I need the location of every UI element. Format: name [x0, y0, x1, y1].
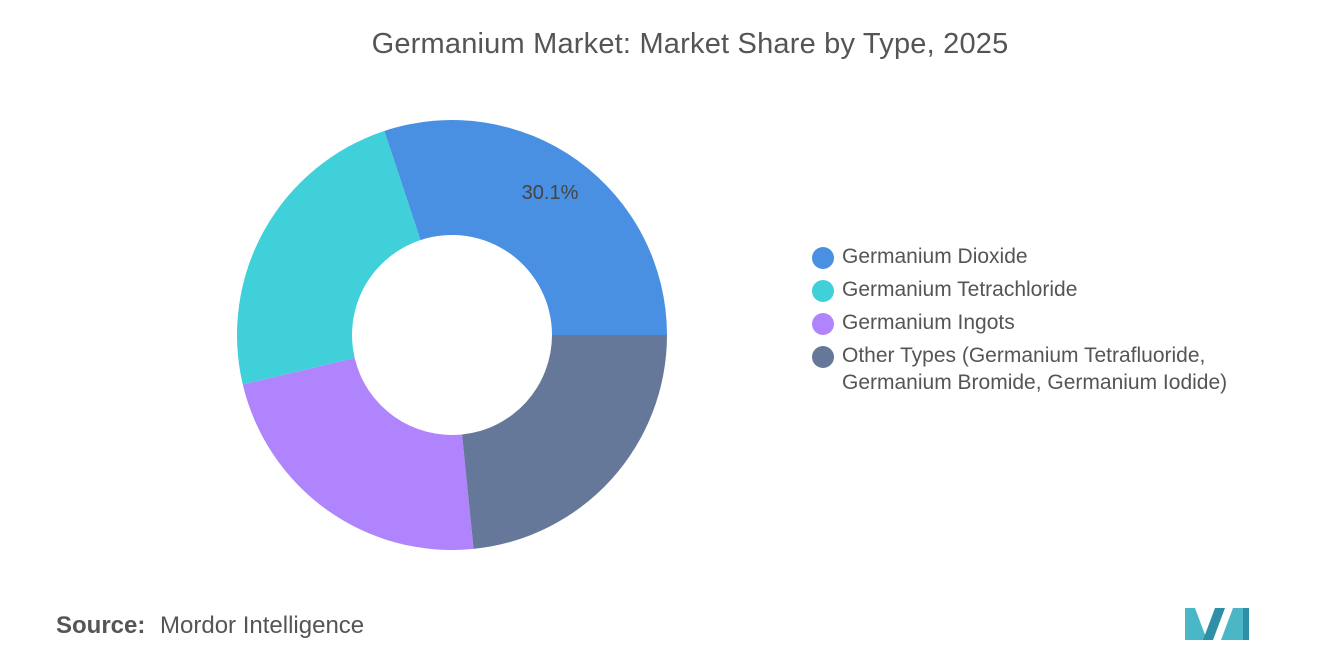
legend-item-other-types: Other Types (Germanium Tetrafluoride, Ger…: [812, 342, 1292, 396]
legend-label-germanium-dioxide: Germanium Dioxide: [842, 245, 1028, 268]
logo-shape-right: [1221, 608, 1243, 640]
donut-slice-germanium-tetrachloride: [236, 130, 421, 385]
legend-item-germanium-tetrachloride: Germanium Tetrachloride: [812, 276, 1292, 303]
donut-slice-germanium-dioxide: [384, 120, 667, 335]
logo-shape-left: [1185, 608, 1207, 640]
legend-swatch-germanium-tetrachloride: [812, 280, 834, 302]
donut-slice-germanium-ingots: [242, 358, 474, 550]
legend-item-germanium-ingots: Germanium Ingots: [812, 309, 1292, 336]
legend-label-other-types: Other Types (Germanium Tetrafluoride, Ger…: [842, 344, 1228, 394]
chart-title: Germanium Market: Market Share by Type, …: [371, 28, 1009, 60]
legend-label-germanium-ingots: Germanium Ingots: [842, 311, 1015, 334]
logo-shape-middle: [1203, 608, 1225, 640]
legend: Germanium Dioxide Germanium Tetrachlorid…: [812, 243, 1292, 402]
donut-slice-other-types: [462, 335, 667, 549]
legend-swatch-germanium-dioxide: [812, 247, 834, 269]
source-value: Mordor Intelligence: [160, 612, 365, 639]
legend-swatch-other-types: [812, 346, 834, 368]
source-label: Source:: [56, 612, 146, 639]
source-note: Source: Mordor Intelligence: [56, 612, 364, 640]
logo-shape-accent: [1243, 608, 1249, 640]
legend-label-germanium-tetrachloride: Germanium Tetrachloride: [842, 278, 1078, 301]
legend-item-germanium-dioxide: Germanium Dioxide: [812, 243, 1292, 270]
data-label-germanium-dioxide: 30.1%: [522, 182, 579, 204]
legend-swatch-germanium-ingots: [812, 313, 834, 335]
mordor-intelligence-logo-icon: [1185, 608, 1249, 640]
